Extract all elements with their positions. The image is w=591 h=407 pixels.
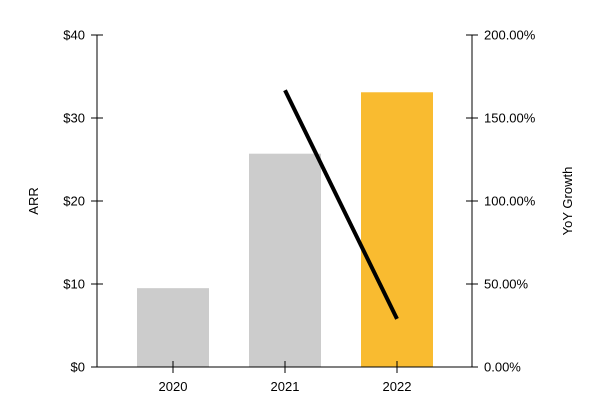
y2-tick-label: 0.00% (484, 360, 521, 375)
y2-tick-label: 50.00% (484, 277, 529, 292)
y-tick-label: $0 (71, 360, 85, 375)
y2-tick-label: 100.00% (484, 194, 536, 209)
y-tick-label: $40 (63, 28, 85, 43)
y-tick-label: $20 (63, 194, 85, 209)
axes: $0 $10 $20 $30 $40 0.00% 50.00% 100.00% 150.00% 2… (63, 28, 535, 395)
growth-line (283, 89, 399, 320)
y2-tick-label: 150.00% (484, 111, 536, 126)
x-tick-label: 2021 (271, 379, 300, 394)
y2-axis-title: YoY Growth (560, 167, 575, 236)
bar-2020 (137, 288, 209, 367)
x-tick-label: 2020 (159, 379, 188, 394)
bars (137, 92, 433, 368)
y2-tick-label: 200.00% (484, 28, 536, 43)
x-tick-label: 2022 (383, 379, 412, 394)
bar-2022 (361, 92, 433, 368)
y-tick-label: $30 (63, 111, 85, 126)
bar-2021 (249, 153, 321, 367)
y-axis-title: ARR (26, 187, 41, 214)
growth-line-layer (283, 89, 399, 320)
y-tick-label: $10 (63, 277, 85, 292)
